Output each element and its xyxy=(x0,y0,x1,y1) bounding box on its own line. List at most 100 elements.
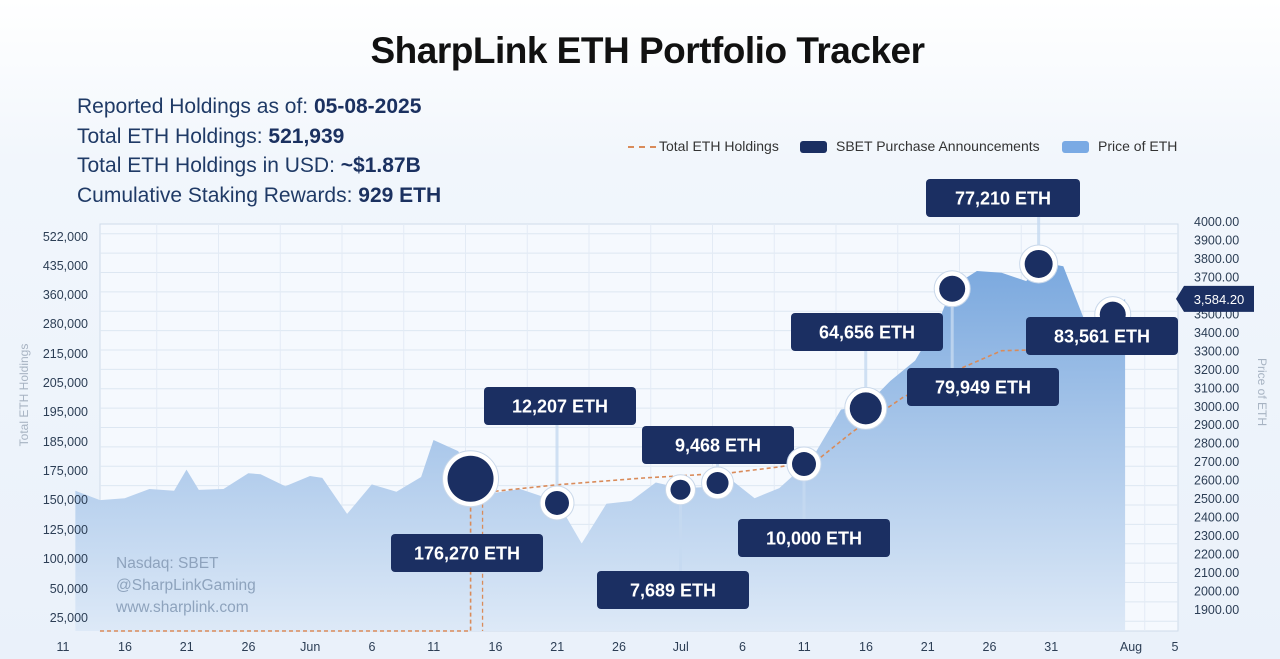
x-axis-tick-label: 11 xyxy=(427,640,440,654)
holdings-summary: Reported Holdings as of: 05-08-2025 Tota… xyxy=(77,92,441,210)
watermark-website: www.sharplink.com xyxy=(116,599,249,616)
legend-label-holdings: Total ETH Holdings xyxy=(659,138,779,154)
left-axis-tick-label: 215,000 xyxy=(43,347,88,361)
marker-dot xyxy=(849,392,882,425)
x-axis-tick-label: Jul xyxy=(673,640,689,654)
announcement-label-box xyxy=(642,426,794,464)
x-axis-tick-label: 16 xyxy=(489,640,503,654)
marker-dot xyxy=(670,479,691,500)
x-axis-tick-label: 26 xyxy=(242,640,256,654)
announcement-label: 12,207 ETH xyxy=(512,397,608,417)
announcement-marker: 79,949 ETH xyxy=(907,270,1059,406)
left-axis-tick-label: 125,000 xyxy=(43,523,88,537)
right-axis-tick-label: 2800.00 xyxy=(1194,437,1239,451)
right-axis-tick-label: 3000.00 xyxy=(1194,400,1239,414)
announcement-label: 64,656 ETH xyxy=(819,323,915,343)
total-holdings-label: Total ETH Holdings: xyxy=(77,124,269,148)
axis-ticks-layer: 25,000 50,000 100,000 125,000 150,000 175,000… xyxy=(43,215,1254,654)
announcement-marker: 7,689 ETH xyxy=(597,474,749,609)
right-axis-tick-label: 3100.00 xyxy=(1194,381,1239,395)
right-axis-tick-label: 2500.00 xyxy=(1194,492,1239,506)
right-axis-tick-label: 2700.00 xyxy=(1194,455,1239,469)
right-axis-tick-label: 2000.00 xyxy=(1194,585,1239,599)
announcement-markers-layer: 176,270 ETH 12,207 ETH 7,689 ETH 9,468 ETH 1… xyxy=(391,179,1178,631)
announcement-label-box xyxy=(926,179,1080,217)
reported-date-row: Reported Holdings as of: 05-08-2025 xyxy=(77,92,441,122)
staking-rewards-value: 929 ETH xyxy=(358,183,442,207)
x-axis-tick-label: 6 xyxy=(369,640,376,654)
reported-date-label: Reported Holdings as of: xyxy=(77,95,314,118)
right-axis-tick-label: 2100.00 xyxy=(1194,566,1239,580)
announcement-label-box xyxy=(391,534,543,572)
usd-holdings-value: ~$1.87B xyxy=(340,154,421,177)
right-axis-tick-label: 4000.00 xyxy=(1194,215,1239,229)
watermark-twitter: @SharpLinkGaming xyxy=(116,577,256,594)
x-axis-tick-label: 11 xyxy=(798,640,811,654)
announcement-label-box xyxy=(597,571,749,609)
left-axis-tick-label: 175,000 xyxy=(43,464,88,478)
legend-item-holdings: Total ETH Holdings xyxy=(628,138,779,154)
legend-item-price: Price of ETH xyxy=(1062,138,1177,154)
right-axis-tick-label: 2400.00 xyxy=(1194,511,1239,525)
watermark-ticker: Nasdaq: SBET xyxy=(116,555,219,572)
x-axis-tick-label: 16 xyxy=(859,640,873,654)
announcement-marker: 12,207 ETH xyxy=(484,387,636,521)
announcement-label: 79,949 ETH xyxy=(935,378,1031,398)
x-axis-tick-label: 26 xyxy=(983,640,997,654)
announcement-label-box xyxy=(907,368,1059,406)
left-axis-tick-label: 360,000 xyxy=(43,288,88,302)
legend-swatch-price xyxy=(1062,141,1089,153)
x-axis-tick-label: 5 xyxy=(1172,640,1179,654)
left-axis-tick-label: 280,000 xyxy=(43,317,88,331)
left-axis-tick-label: 185,000 xyxy=(43,435,88,449)
announcement-marker: 64,656 ETH xyxy=(791,313,943,430)
announcement-marker: 10,000 ETH xyxy=(738,446,890,557)
announcement-label-box xyxy=(791,313,943,351)
right-axis-tick-label: 2200.00 xyxy=(1194,548,1239,562)
x-axis-tick-label: 6 xyxy=(739,640,746,654)
legend-swatch-announcements xyxy=(800,141,827,153)
left-axis-tick-label: 150,000 xyxy=(43,493,88,507)
announcement-label: 10,000 ETH xyxy=(766,529,862,549)
legend-item-announcements: SBET Purchase Announcements xyxy=(800,138,1040,154)
marker-dot xyxy=(1024,249,1053,278)
x-axis-tick-label: 31 xyxy=(1044,640,1058,654)
announcement-label: 83,561 ETH xyxy=(1054,327,1150,347)
announcement-label: 7,689 ETH xyxy=(630,581,716,601)
left-axis-tick-label: 435,000 xyxy=(43,259,88,273)
usd-holdings-row: Total ETH Holdings in USD: ~$1.87B xyxy=(77,151,441,181)
announcement-label: 176,270 ETH xyxy=(414,544,520,564)
legend-swatch-holdings xyxy=(628,146,656,148)
left-axis-tick-label: 25,000 xyxy=(50,611,88,625)
right-axis-tick-label: 3900.00 xyxy=(1194,233,1239,247)
current-price-badge-bg xyxy=(1176,285,1254,312)
watermark: Nasdaq: SBET @SharpLinkGaming www.sharpl… xyxy=(116,553,256,619)
right-axis-tick-label: 1900.00 xyxy=(1194,603,1239,617)
x-axis-tick-label: Jun xyxy=(300,640,320,654)
right-axis-tick-label: 2600.00 xyxy=(1194,474,1239,488)
reported-date-value: 05-08-2025 xyxy=(313,95,422,118)
legend-label-price: Price of ETH xyxy=(1098,138,1178,154)
left-axis-tick-label: 522,000 xyxy=(43,230,88,244)
total-holdings-row: Total ETH Holdings: 521,939 xyxy=(77,122,441,152)
left-axis-tick-label: 205,000 xyxy=(43,376,88,390)
left-axis-tick-label: 50,000 xyxy=(50,582,88,596)
marker-dot xyxy=(545,490,569,515)
marker-dot xyxy=(447,455,494,502)
announcement-label: 9,468 ETH xyxy=(675,436,761,456)
staking-rewards-row: Cumulative Staking Rewards: 929 ETH xyxy=(77,181,441,211)
announcement-marker: 176,270 ETH xyxy=(391,450,543,631)
x-axis-tick-label: 21 xyxy=(550,640,564,654)
announcement-marker: 9,468 ETH xyxy=(642,426,794,500)
announcement-marker: 83,561 ETH xyxy=(1026,296,1178,355)
announcement-label-box xyxy=(484,387,636,425)
x-axis-tick-label: Aug xyxy=(1120,640,1142,654)
marker-dot xyxy=(792,452,816,477)
announcement-label-box xyxy=(1026,317,1178,355)
right-axis-tick-label: 3800.00 xyxy=(1194,252,1239,266)
current-price-badge-label: 3,584.20 xyxy=(1194,292,1245,307)
page-title: SharpLink ETH Portfolio Tracker xyxy=(370,30,925,71)
marker-dot xyxy=(706,471,729,494)
